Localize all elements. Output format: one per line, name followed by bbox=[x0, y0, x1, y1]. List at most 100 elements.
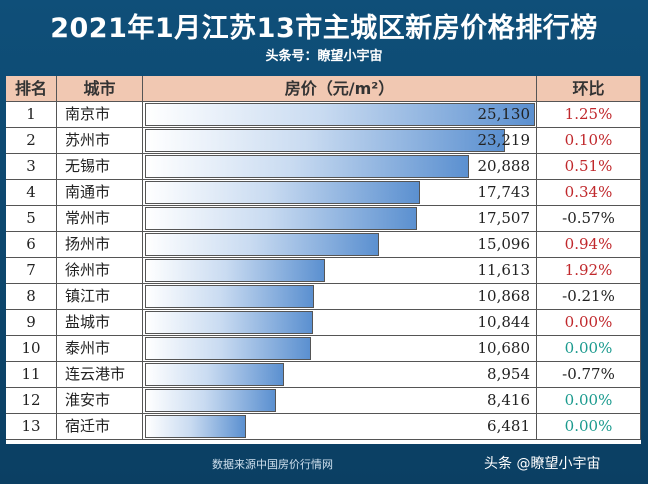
data-source: 数据来源中国房价行情网 bbox=[212, 458, 333, 471]
table-row: 4 南通市 17,743 0.34% bbox=[6, 180, 641, 206]
change-cell: -0.21% bbox=[537, 284, 641, 309]
price-bar bbox=[145, 129, 505, 152]
table-row: 11 连云港市 8,954 -0.77% bbox=[6, 362, 641, 388]
price-bar bbox=[145, 207, 417, 230]
price-value: 6,481 bbox=[487, 417, 530, 435]
change-cell: 0.51% bbox=[537, 154, 641, 179]
price-cell: 8,954 bbox=[143, 362, 537, 387]
rank-cell: 12 bbox=[6, 388, 57, 413]
city-cell: 苏州市 bbox=[57, 128, 143, 153]
price-bar bbox=[145, 389, 276, 412]
change-cell: 0.10% bbox=[537, 128, 641, 153]
change-cell: 1.25% bbox=[537, 102, 641, 127]
price-value: 25,130 bbox=[477, 105, 531, 123]
price-cell: 20,888 bbox=[143, 154, 537, 179]
price-bar bbox=[145, 259, 325, 282]
change-cell: 0.94% bbox=[537, 232, 641, 257]
table-row: 12 淮安市 8,416 0.00% bbox=[6, 388, 641, 414]
city-cell: 淮安市 bbox=[57, 388, 143, 413]
price-bar bbox=[145, 155, 469, 178]
price-bar bbox=[145, 285, 314, 308]
change-cell: 0.00% bbox=[537, 310, 641, 335]
price-cell: 10,680 bbox=[143, 336, 537, 361]
price-value: 10,680 bbox=[477, 339, 531, 357]
price-cell: 17,507 bbox=[143, 206, 537, 231]
price-bar bbox=[145, 233, 379, 256]
price-bar bbox=[145, 363, 284, 386]
rank-cell: 6 bbox=[6, 232, 57, 257]
table-row: 8 镇江市 10,868 -0.21% bbox=[6, 284, 641, 310]
price-cell: 25,130 bbox=[143, 102, 537, 127]
rank-cell: 8 bbox=[6, 284, 57, 309]
price-cell: 10,844 bbox=[143, 310, 537, 335]
change-cell: 0.00% bbox=[537, 414, 641, 439]
rank-cell: 1 bbox=[6, 102, 57, 127]
table-row: 13 宿迁市 6,481 0.00% bbox=[6, 414, 641, 440]
city-cell: 宿迁市 bbox=[57, 414, 143, 439]
city-cell: 扬州市 bbox=[57, 232, 143, 257]
header-price: 房价（元/m²） bbox=[143, 76, 537, 102]
city-cell: 常州市 bbox=[57, 206, 143, 231]
table-row: 2 苏州市 23,219 0.10% bbox=[6, 128, 641, 154]
change-cell: 0.00% bbox=[537, 388, 641, 413]
table-row: 9 盐城市 10,844 0.00% bbox=[6, 310, 641, 336]
price-value: 8,416 bbox=[487, 391, 530, 409]
rank-cell: 9 bbox=[6, 310, 57, 335]
city-cell: 南京市 bbox=[57, 102, 143, 127]
rank-cell: 13 bbox=[6, 414, 57, 439]
price-cell: 11,613 bbox=[143, 258, 537, 283]
price-value: 17,743 bbox=[477, 183, 531, 201]
rank-cell: 3 bbox=[6, 154, 57, 179]
rank-cell: 4 bbox=[6, 180, 57, 205]
rank-cell: 7 bbox=[6, 258, 57, 283]
price-cell: 8,416 bbox=[143, 388, 537, 413]
price-cell: 15,096 bbox=[143, 232, 537, 257]
price-cell: 6,481 bbox=[143, 414, 537, 439]
city-cell: 无锡市 bbox=[57, 154, 143, 179]
table-row: 5 常州市 17,507 -0.57% bbox=[6, 206, 641, 232]
watermark: 头条 @瞭望小宇宙 bbox=[484, 456, 601, 472]
price-bar bbox=[145, 415, 246, 438]
change-cell: 0.00% bbox=[537, 336, 641, 361]
change-cell: -0.77% bbox=[537, 362, 641, 387]
price-bar bbox=[145, 311, 313, 334]
table-row: 3 无锡市 20,888 0.51% bbox=[6, 154, 641, 180]
price-value: 23,219 bbox=[477, 131, 531, 149]
city-cell: 南通市 bbox=[57, 180, 143, 205]
change-cell: -0.57% bbox=[537, 206, 641, 231]
city-cell: 镇江市 bbox=[57, 284, 143, 309]
price-bar bbox=[145, 337, 311, 360]
table-row: 6 扬州市 15,096 0.94% bbox=[6, 232, 641, 258]
page-subtitle: 头条号：瞭望小宇宙 bbox=[265, 49, 383, 64]
price-value: 20,888 bbox=[477, 157, 531, 175]
header-rank: 排名 bbox=[6, 76, 57, 102]
rank-cell: 10 bbox=[6, 336, 57, 361]
header-change: 环比 bbox=[537, 76, 641, 102]
table-row: 1 南京市 25,130 1.25% bbox=[6, 102, 641, 128]
rank-cell: 2 bbox=[6, 128, 57, 153]
price-value: 8,954 bbox=[487, 365, 530, 383]
price-bar bbox=[145, 103, 535, 126]
price-value: 11,613 bbox=[477, 261, 531, 279]
page-title: 2021年1月江苏13市主城区新房价格排行榜 bbox=[50, 13, 598, 44]
price-value: 10,868 bbox=[477, 287, 531, 305]
table-row: 7 徐州市 11,613 1.92% bbox=[6, 258, 641, 284]
change-cell: 1.92% bbox=[537, 258, 641, 283]
city-cell: 泰州市 bbox=[57, 336, 143, 361]
price-cell: 10,868 bbox=[143, 284, 537, 309]
table-row: 10 泰州市 10,680 0.00% bbox=[6, 336, 641, 362]
price-cell: 17,743 bbox=[143, 180, 537, 205]
price-value: 15,096 bbox=[477, 235, 531, 253]
header-city: 城市 bbox=[57, 76, 143, 102]
price-cell: 23,219 bbox=[143, 128, 537, 153]
city-cell: 徐州市 bbox=[57, 258, 143, 283]
rank-cell: 11 bbox=[6, 362, 57, 387]
price-value: 10,844 bbox=[477, 313, 531, 331]
ranking-table: 排名 城市 房价（元/m²） 环比 1 南京市 25,130 1.25% 2 苏州市 23,… bbox=[6, 76, 641, 444]
rank-cell: 5 bbox=[6, 206, 57, 231]
change-cell: 0.34% bbox=[537, 180, 641, 205]
price-bar bbox=[145, 181, 420, 204]
city-cell: 盐城市 bbox=[57, 310, 143, 335]
city-cell: 连云港市 bbox=[57, 362, 143, 387]
